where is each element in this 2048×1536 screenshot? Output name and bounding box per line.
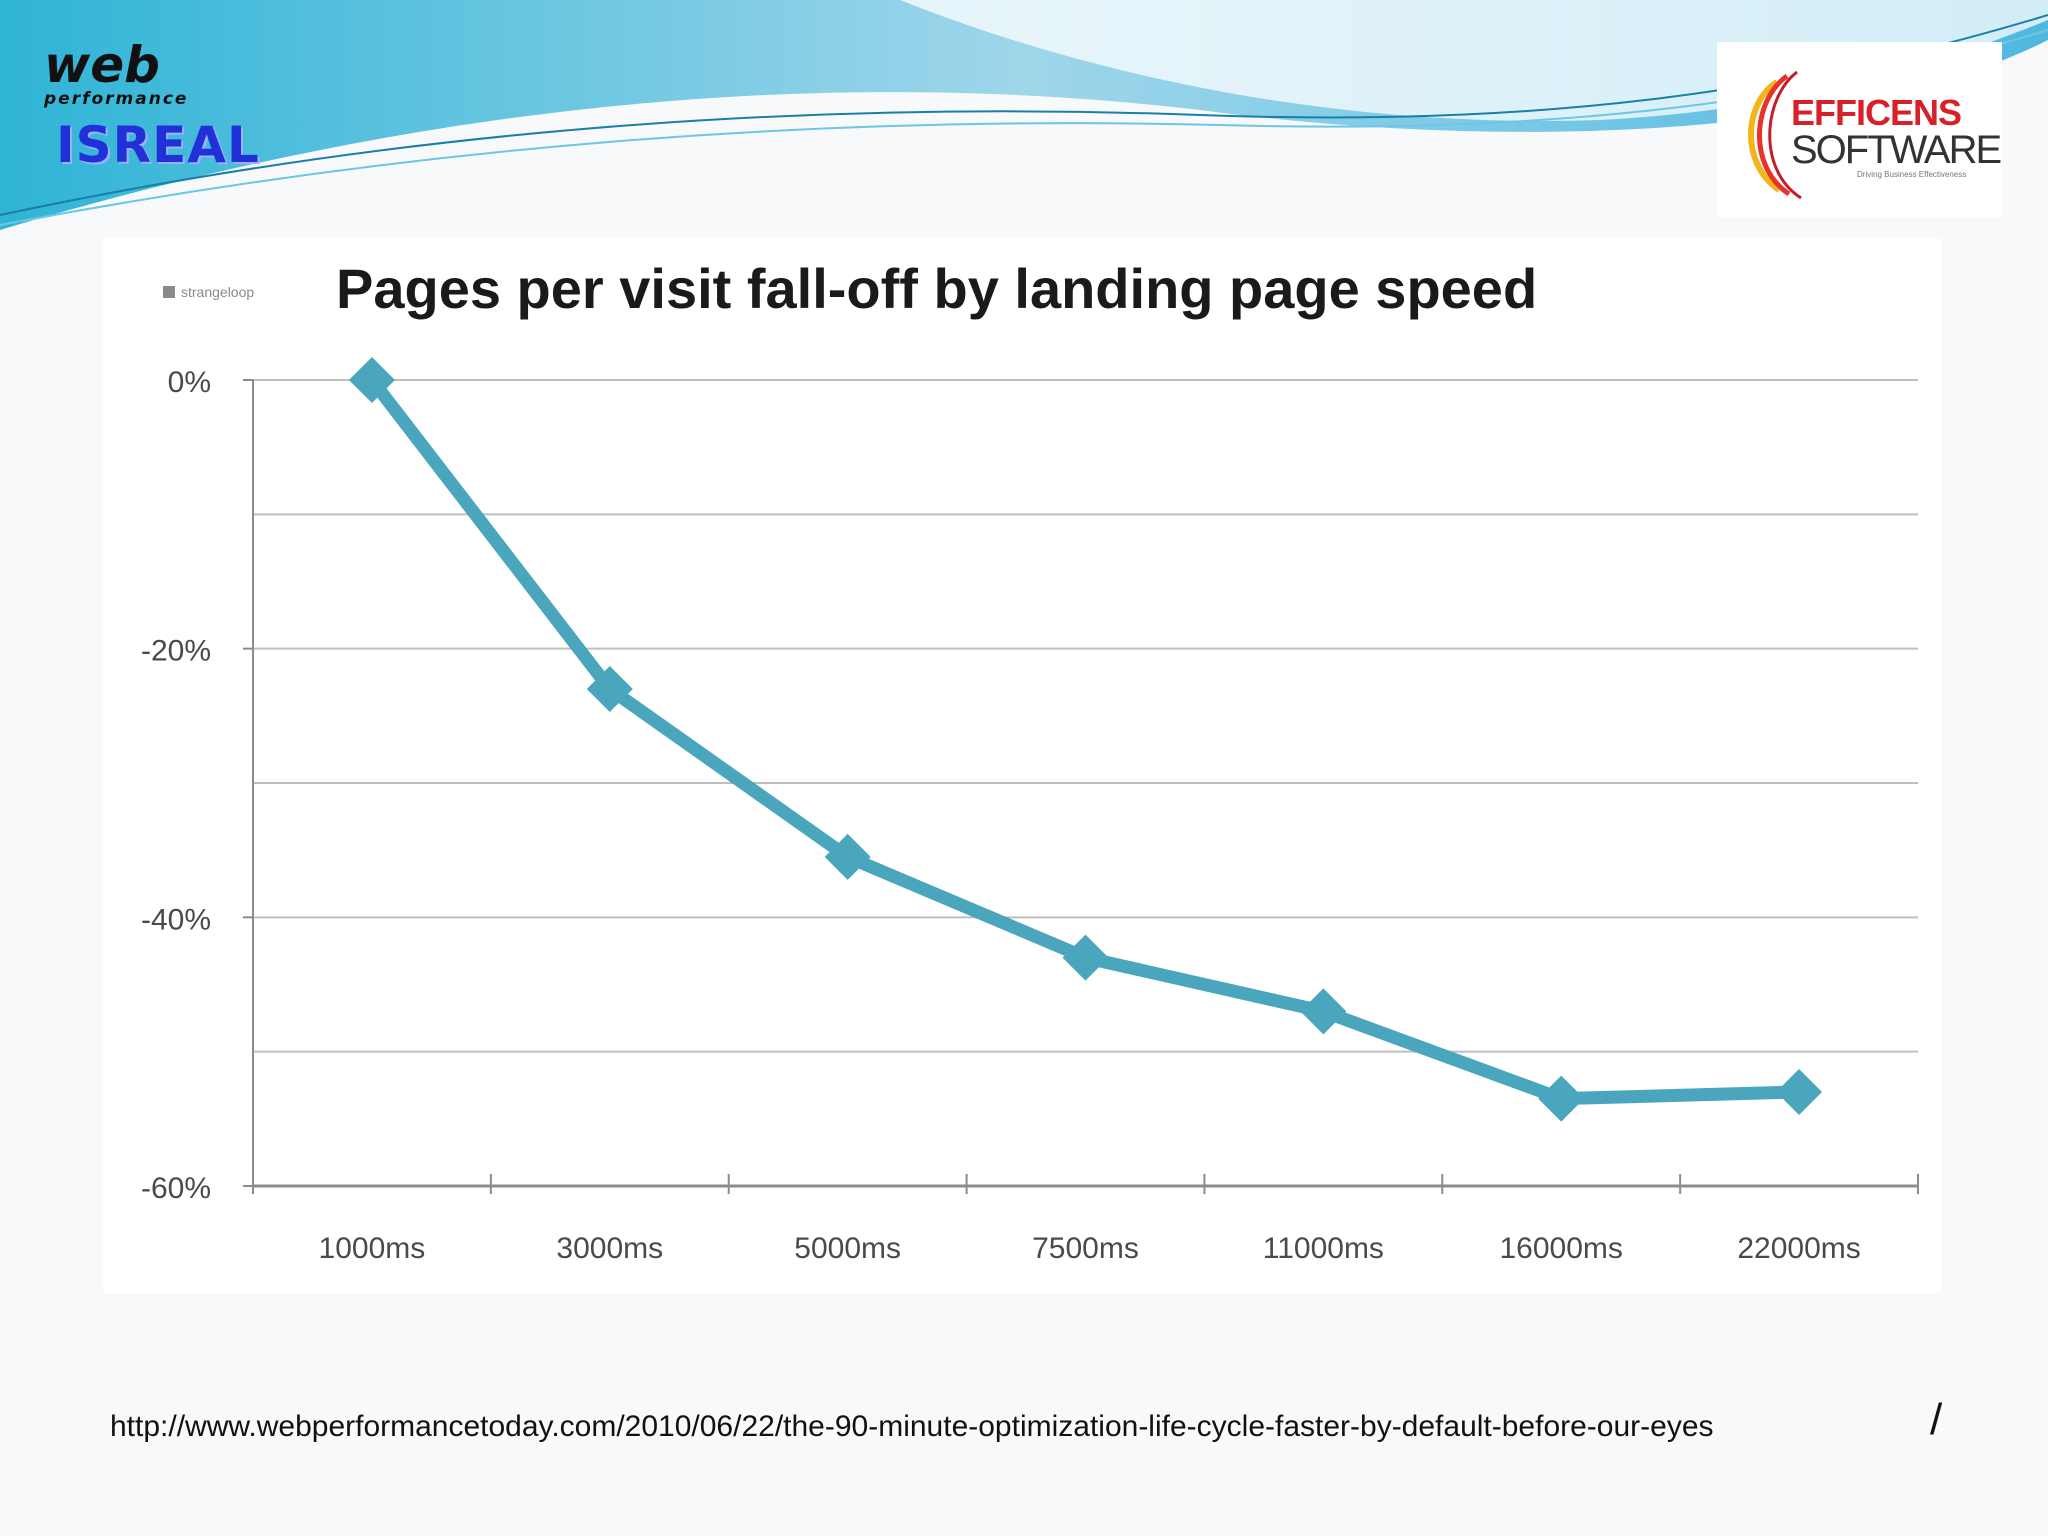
data-point-marker [824, 833, 871, 880]
y-tick-label: -20% [141, 635, 211, 668]
chart-panel: strangeloop Pages per visit fall-off by … [103, 238, 1941, 1293]
source-url[interactable]: http://www.webperformancetoday.com/2010/… [110, 1410, 1714, 1443]
web-performance-logo: web performance [43, 40, 188, 109]
source-url-trailing: / [1930, 1395, 1943, 1444]
logo-subtitle: ISREAL [56, 116, 260, 174]
x-tick-label: 22000ms [1737, 1232, 1860, 1265]
efficens-logo: EFFICENS SOFTWARE Driving Business Effec… [1717, 42, 2002, 217]
source-badge: strangeloop [163, 284, 254, 300]
x-tick-label: 11000ms [1263, 1232, 1384, 1265]
efficens-swoosh-icon [1748, 70, 1802, 200]
data-point-marker [348, 357, 395, 403]
x-tick-label: 16000ms [1500, 1232, 1623, 1265]
data-point-marker [1538, 1075, 1585, 1122]
x-tick-label: 7500ms [1032, 1232, 1139, 1265]
x-tick-label: 5000ms [794, 1232, 901, 1265]
y-tick-label: -40% [141, 903, 211, 936]
data-point-marker [1776, 1068, 1823, 1115]
badge-label: strangeloop [181, 284, 254, 300]
x-tick-label: 1000ms [319, 1232, 426, 1265]
data-point-marker [1300, 988, 1347, 1035]
efficens-name: EFFICENS [1791, 92, 1962, 133]
logo-tagline: performance [43, 89, 188, 109]
data-point-marker [586, 665, 633, 712]
badge-icon [163, 286, 175, 298]
efficens-tagline: Driving Business Effectiveness [1857, 170, 1967, 179]
line-chart: strangeloop Pages per visit fall-off by … [141, 257, 1919, 1265]
data-point-marker [1062, 934, 1109, 981]
series-line [365, 373, 1806, 1106]
efficens-sub: SOFTWARE [1791, 128, 2002, 172]
chart-title: Pages per visit fall-off by landing page… [336, 257, 1537, 320]
logo-wordmark: web [44, 40, 160, 94]
y-tick-label: 0% [168, 366, 211, 399]
x-tick-label: 3000ms [556, 1232, 663, 1265]
y-tick-label: -60% [141, 1172, 211, 1205]
